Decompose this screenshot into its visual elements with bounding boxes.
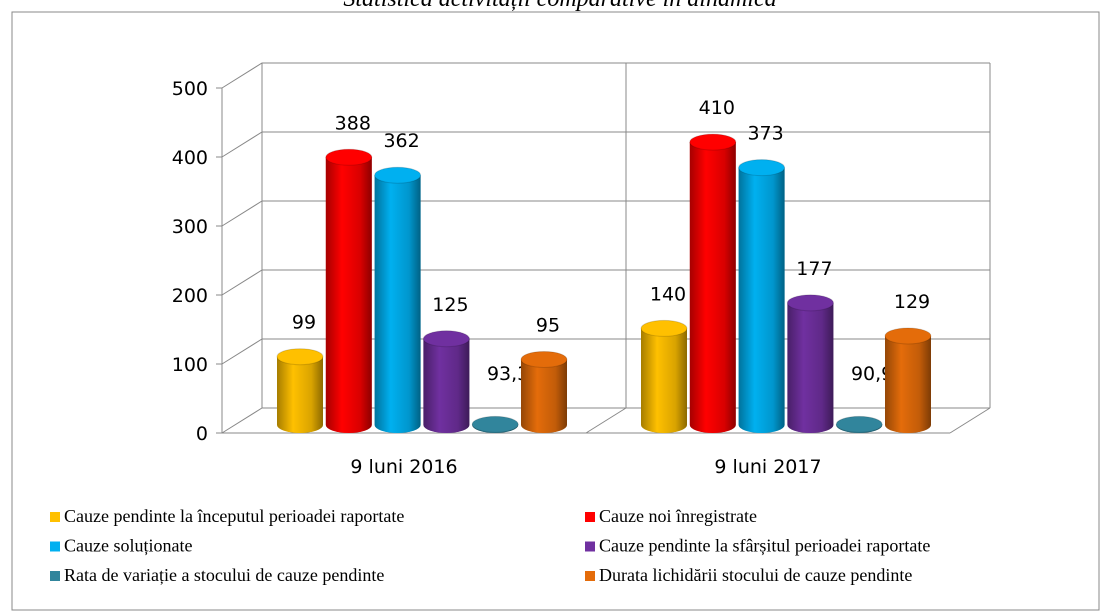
legend-swatch (585, 512, 595, 522)
legend-label: Rata de variație a stocului de cauze pen… (64, 565, 384, 585)
data-label: 125 (432, 294, 468, 316)
cylinder-top (835, 415, 883, 433)
data-label: 99 (292, 312, 316, 334)
cylinder-shade (787, 302, 834, 433)
cylinder-shade (641, 328, 687, 433)
legend-swatch (50, 571, 60, 581)
cylinder-top (786, 294, 834, 312)
category-divider (585, 407, 627, 434)
cylinder-shade (277, 356, 323, 433)
cylinder-top (325, 148, 373, 166)
cylinder-top (520, 350, 568, 368)
cylinder-shade (738, 167, 785, 433)
legend-label: Cauze pendinte la sfârșitul perioadei ra… (599, 536, 930, 556)
data-label: 388 (335, 112, 371, 134)
floor-line (949, 407, 991, 434)
legend-label: Cauze noi înregistrate (599, 506, 757, 526)
legend-swatch (50, 541, 60, 552)
grid-line (221, 131, 990, 158)
y-tick-label: 200 (172, 285, 208, 307)
data-label: 362 (383, 130, 419, 152)
legend-label: Cauze soluționate (64, 536, 192, 556)
data-label: 140 (650, 283, 686, 305)
x-tick-label: 9 luni 2016 (350, 456, 457, 478)
legend-label: Cauze pendinte la începutul perioadei ra… (64, 506, 404, 526)
grid-line (221, 62, 990, 89)
legend-swatch (585, 571, 595, 581)
cylinder-top (276, 348, 324, 366)
cylinder-top (738, 159, 786, 177)
cylinder-shade (374, 175, 421, 433)
cylinder-shade (689, 142, 736, 433)
cylinder-top (422, 330, 470, 348)
chart-title: Statistica activității comparative în di… (343, 0, 776, 12)
data-label: 129 (894, 291, 930, 313)
cylinder-shade (885, 335, 931, 433)
cylinder-top (689, 133, 737, 151)
cylinder-top (884, 327, 932, 345)
y-tick-label: 300 (172, 216, 208, 238)
y-tick-label: 0 (196, 423, 208, 445)
y-tick-label: 400 (172, 147, 208, 169)
cylinder-top (374, 166, 422, 184)
data-label: 177 (796, 258, 832, 280)
x-tick-label: 9 luni 2017 (714, 456, 821, 478)
cylinder-top (471, 415, 519, 433)
cylinder-shade (325, 157, 372, 433)
data-label: 95 (536, 314, 560, 336)
legend-swatch (585, 541, 595, 552)
cylinder-top (640, 319, 688, 337)
legend-swatch (50, 512, 60, 522)
y-tick-label: 500 (172, 78, 208, 100)
chart-border (11, 11, 1100, 611)
data-label: 373 (747, 123, 783, 145)
legend-label: Durata lichidării stocului de cauze pend… (599, 565, 912, 585)
cylinder-shade (521, 359, 567, 433)
data-label: 410 (699, 97, 735, 119)
y-tick-label: 100 (172, 354, 208, 376)
cylinder-shade (423, 338, 470, 433)
